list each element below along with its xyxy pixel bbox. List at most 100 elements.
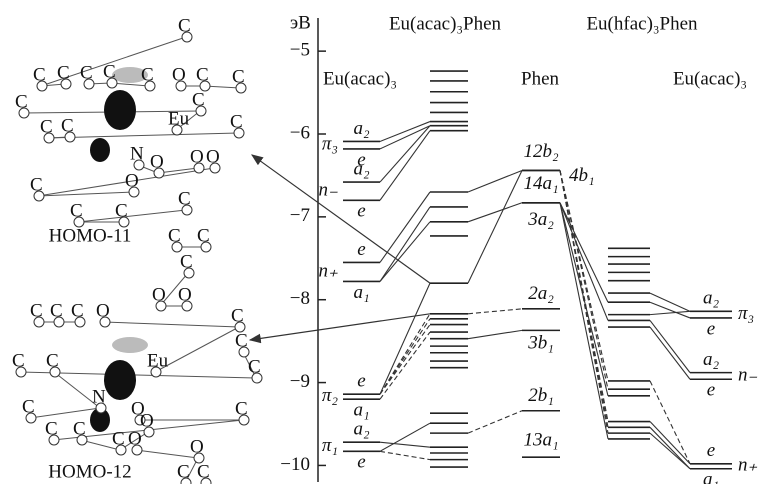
group-label: n₋ [318,180,338,201]
atom-label: C [231,305,244,326]
atom-label: C [61,115,74,136]
connector [650,327,690,379]
connector [380,319,430,394]
atom-label: C [40,116,53,137]
atom-label: C [178,188,191,209]
level-label: e [707,440,715,461]
level-label: a₂ [353,158,370,179]
atom-label: C [192,89,205,110]
level-label: 3a₂ [527,209,554,230]
atom-label: C [73,418,86,439]
level-label: 12b₂ [523,141,559,162]
group-label: π₃ [322,134,338,155]
atom-label: C [177,461,190,482]
atom-label: C [12,350,25,371]
atom-label: C [112,428,125,449]
atom-label: N [92,386,106,407]
atom-label: C [71,300,84,321]
level-label: e [707,318,715,339]
connector [380,442,430,447]
atom-label: Eu [147,350,169,371]
atom-label: O [125,170,139,191]
connector [380,207,430,282]
level-label: e [357,201,365,222]
atom-label: C [30,300,43,321]
connector [468,309,522,314]
atom-label: C [50,300,63,321]
atom-label: C [230,111,243,132]
atom-label: C [15,91,28,112]
caption: HOMO-12 [48,461,131,482]
atom-label: C [141,64,154,85]
atom-label: C [232,66,245,87]
connector [560,203,608,439]
level-label: a₁ [353,282,369,303]
connector [560,203,608,321]
atom-label: C [46,350,59,371]
group-label: π₃ [738,303,754,324]
bond [48,133,238,138]
connector [380,126,430,149]
group-label: π₂ [322,385,339,406]
group-label: π₁ [322,435,338,456]
y-tick-label: −8 [290,288,310,309]
connector [650,433,690,469]
bond [136,450,198,458]
arrow [252,155,430,283]
chart: эВ Eu(acac)₃Phen Eu(hfac)₃Phen Eu(acac)₃… [0,0,759,484]
atom-label: C [235,330,248,351]
level-label: 2b₁ [528,385,554,406]
heading: Eu(acac)₃Phen [389,13,502,34]
atom-label: O [140,410,154,431]
arrow [250,314,430,340]
y-tick-label: −10 [280,454,310,475]
connector [380,314,430,394]
connector [380,131,430,201]
level-label: e [707,380,715,401]
atom-label: O [206,146,220,167]
connector [650,293,690,311]
atom-label: O [172,64,186,85]
atom-label: C [103,61,116,82]
orbital-lobe [90,138,110,162]
caption: HOMO-11 [49,225,132,246]
level-label: a₂ [703,349,720,370]
level-label: e [357,239,365,260]
connector [468,411,522,433]
orbital-lobe [104,90,136,130]
orbital-lobe [104,360,136,400]
atom-label: C [70,200,83,221]
atom-label: C [22,396,35,417]
bond [104,322,239,327]
group-label: n₋ [738,364,758,385]
group-label: n₊ [738,455,758,476]
y-tick-label: −9 [290,371,310,392]
level-label: e [357,371,365,392]
y-tick-label: −6 [290,122,310,143]
level-label: a₂ [353,118,370,139]
atom-label: C [30,174,43,195]
atom-label: C [57,62,70,83]
connector [650,427,690,468]
connector [560,170,608,389]
atom-label: C [33,64,46,85]
level-label: 2a₂ [528,283,554,304]
connector [380,451,430,459]
y-tick-label: −7 [290,205,310,226]
level-label: 13a₁ [523,430,558,451]
connector [650,302,690,318]
level-label: a₁ [353,400,369,421]
level-label: a₂ [703,288,720,309]
atom-label: C [235,398,248,419]
atom-label: C [197,225,210,246]
atom-label: O [128,428,142,449]
atom-label: C [80,62,93,83]
connector [468,203,522,222]
connector [560,203,608,302]
bond [78,210,186,222]
atom-label: C [248,356,261,377]
level-label: 3b₁ [527,333,554,354]
orbital-lobe [112,337,148,353]
connector [468,170,522,283]
atom-label: C [197,461,210,482]
